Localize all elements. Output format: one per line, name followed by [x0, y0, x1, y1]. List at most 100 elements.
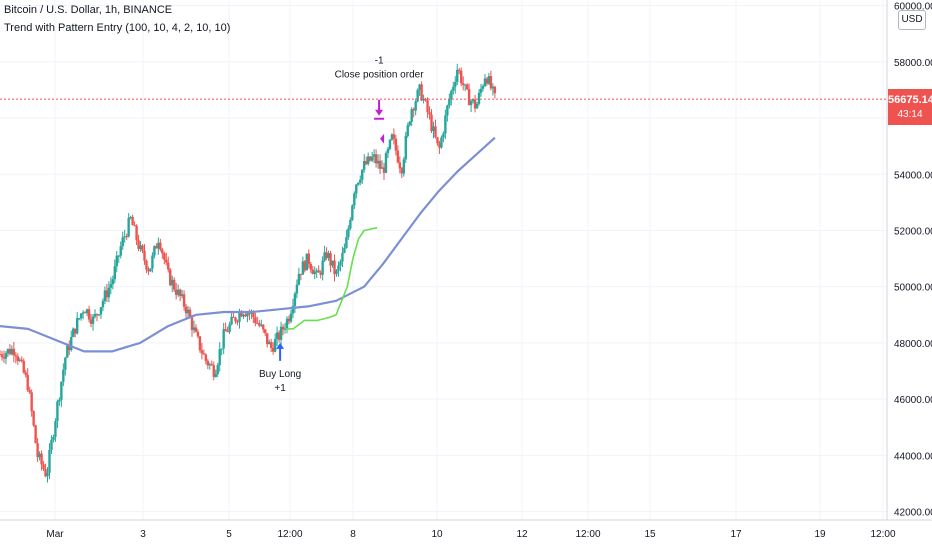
candle-body	[72, 328, 75, 337]
exit-signal-count: -1	[375, 56, 384, 67]
candle-body	[204, 354, 208, 361]
candle-body	[246, 313, 249, 317]
candle-body	[52, 436, 55, 440]
entry-arrow-head	[276, 342, 285, 349]
trailing-stop-line	[285, 226, 378, 330]
candle-body	[178, 289, 182, 297]
y-tick-label: 42000.00	[894, 508, 932, 519]
exit-arrow-head	[375, 109, 384, 116]
candle-body	[70, 336, 73, 351]
candle-body	[483, 78, 487, 86]
candle-body	[75, 318, 79, 334]
candle-body	[410, 109, 413, 122]
candle-body	[87, 309, 91, 320]
candle-body	[471, 99, 475, 102]
candle-body	[46, 472, 49, 477]
y-tick-label: 54000.00	[894, 170, 932, 181]
candle-body	[412, 109, 415, 111]
candle-body	[339, 261, 342, 266]
candle-body	[414, 101, 417, 111]
candle-body	[129, 216, 132, 218]
candle-body	[446, 105, 449, 116]
trade-markers	[276, 99, 385, 361]
candle-body	[323, 252, 326, 261]
y-tick-label: 58000.00	[894, 58, 932, 69]
candle-body	[111, 279, 115, 285]
candle-body	[103, 290, 107, 302]
last-price-value: 56675.14	[888, 94, 932, 107]
bar-countdown: 43:14	[897, 109, 923, 121]
candle-body	[109, 284, 113, 288]
candle-body	[467, 89, 471, 106]
candle-body	[68, 345, 71, 351]
candle-body	[333, 260, 336, 275]
candle-body	[361, 169, 364, 180]
candle-body	[368, 156, 372, 161]
candle-body	[62, 369, 65, 382]
candle-body	[456, 69, 459, 82]
candle-body	[473, 99, 477, 109]
price-axis[interactable]: 42000.00 44000.00 46000.00 48000.00 50000.00…	[886, 0, 932, 520]
candle-body	[406, 125, 409, 136]
candle-body	[105, 290, 109, 298]
indicator-legend[interactable]: Trend with Pattern Entry (100, 10, 4, 2,…	[4, 22, 231, 34]
candle-body	[319, 272, 322, 275]
candle-body	[428, 112, 431, 115]
last-price-badge: 56675.14 43:14	[888, 89, 932, 126]
candle-body	[273, 339, 277, 352]
candle-body	[491, 86, 495, 89]
candle-body	[131, 216, 134, 226]
candle-body	[289, 313, 293, 322]
candle-body	[291, 305, 295, 314]
candle-body	[10, 348, 14, 355]
candle-body	[188, 309, 192, 318]
candle-body	[307, 253, 310, 264]
candle-body	[293, 293, 297, 306]
candle-body	[216, 365, 219, 375]
candle-body	[343, 247, 346, 253]
candle-body	[26, 374, 29, 391]
candle-body	[206, 360, 210, 366]
candle-body	[58, 399, 61, 402]
candle-body	[95, 313, 99, 315]
candle-body	[366, 156, 370, 164]
candle-body	[157, 242, 160, 249]
time-axis[interactable]: Mar 3 5 12:00 8 10 12 12:00 15 17 19 12:00	[0, 519, 932, 540]
candle-body	[171, 279, 174, 286]
candle-body	[236, 321, 239, 323]
candle-body	[97, 314, 101, 316]
candle-body	[325, 252, 328, 259]
y-tick-label: 50000.00	[894, 283, 932, 294]
candle-body	[74, 328, 77, 334]
candle-body	[331, 260, 334, 266]
candle-body	[327, 253, 330, 259]
entry-signal-label: Buy Long	[259, 369, 301, 380]
candle-body	[329, 253, 332, 266]
candle-body	[351, 205, 354, 220]
candle-body	[180, 294, 184, 297]
candle-body	[184, 306, 188, 314]
candle-body	[85, 309, 89, 314]
candle-body	[16, 356, 20, 361]
moving-average-line	[0, 136, 496, 353]
candle-body	[6, 348, 10, 354]
candle-body	[465, 84, 469, 90]
candle-body	[309, 263, 312, 270]
candle-body	[133, 225, 136, 227]
candle-body	[135, 225, 138, 241]
candle-body	[418, 84, 421, 90]
candle-body	[145, 260, 148, 270]
candle-body	[214, 374, 217, 377]
candle-body	[155, 246, 158, 249]
candle-body	[311, 269, 314, 275]
candle-body	[242, 314, 245, 317]
candle-body	[77, 318, 81, 320]
candle-body	[8, 348, 12, 355]
candle-body	[151, 255, 154, 269]
candle-body	[34, 425, 37, 444]
chart-title: Bitcoin / U.S. Dollar, 1h, BINANCE	[4, 4, 173, 16]
candle-body	[477, 92, 481, 104]
currency-button[interactable]: USD	[898, 10, 926, 30]
candle-body	[432, 126, 435, 131]
